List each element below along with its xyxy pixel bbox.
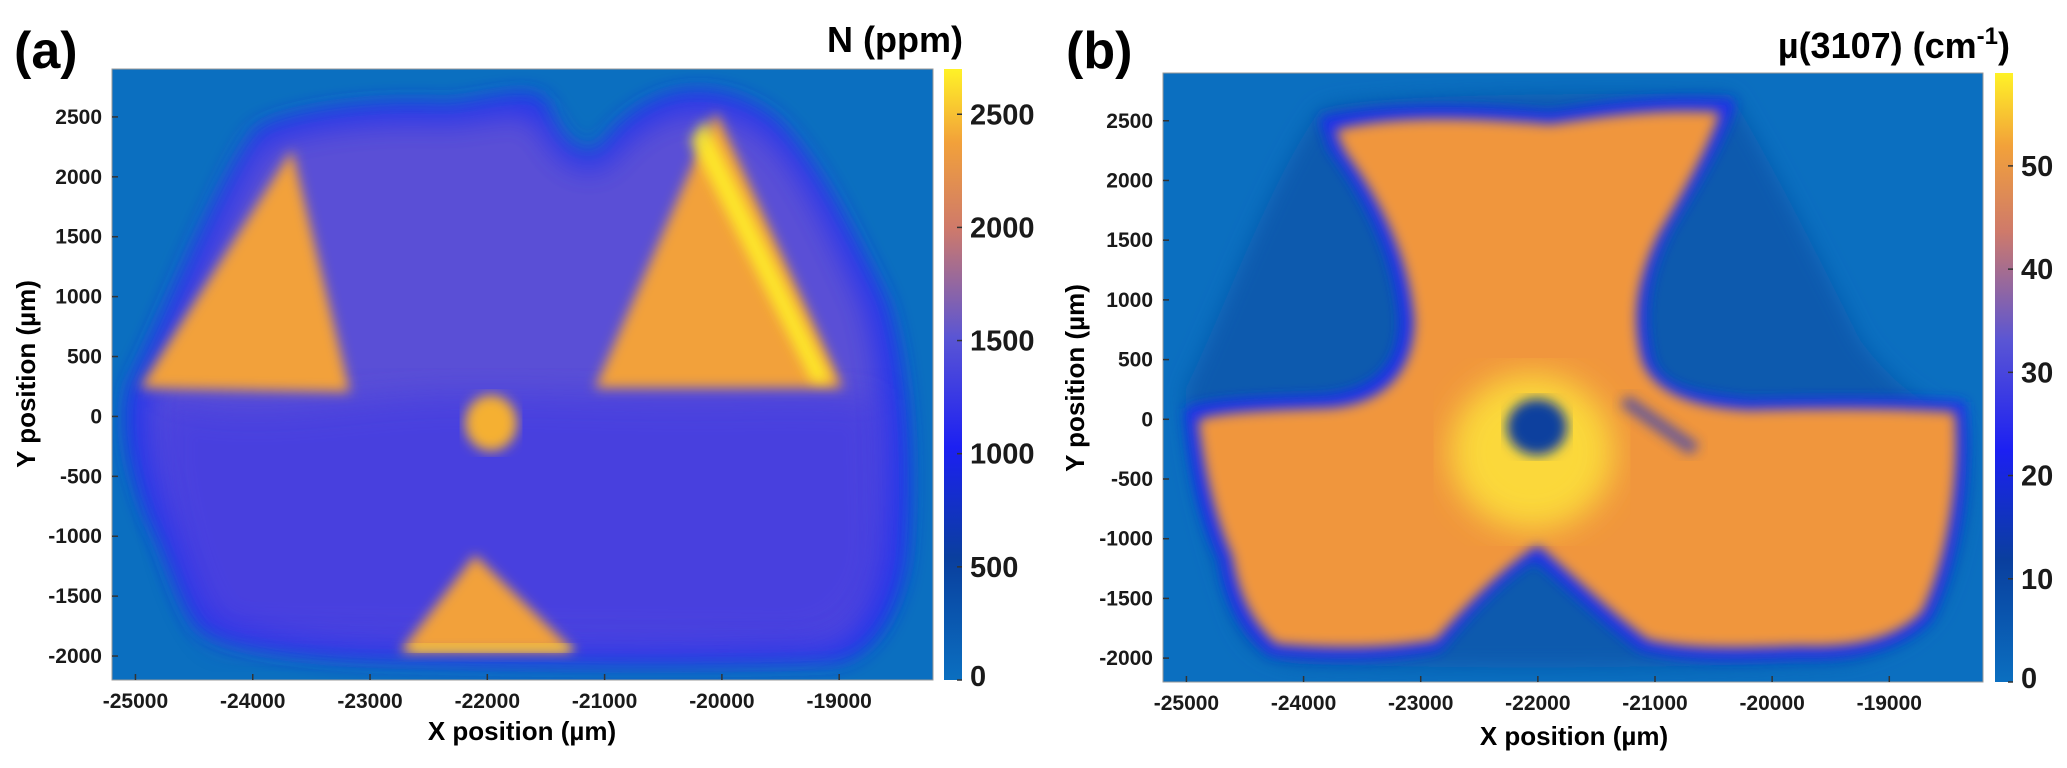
panel-a-y-tick-label: 2000 — [55, 166, 102, 189]
panel-b-x-label: X position (µm) — [1480, 721, 1668, 751]
panel-a-bottom-sector — [400, 555, 575, 652]
panel-a-y-axis: 2500 2000 1500 1000 500 0 -500 -1000 -1500 -2000 — [48, 106, 118, 668]
panel-a-colorbar — [944, 69, 962, 680]
panel-a-heatmap — [112, 69, 933, 680]
panel-b-label: (b) — [1066, 22, 1132, 80]
panel-b-colorbar-tick-label: 50 — [2021, 151, 2053, 183]
panel-a-x-tick-label: -25000 — [103, 690, 168, 713]
panel-b-x-tick-label: -21000 — [1622, 692, 1687, 715]
panel-a-y-tick-label: -1000 — [48, 525, 102, 548]
panel-b-x-tick-label: -24000 — [1271, 692, 1336, 715]
panel-b-y-axis: 2500 2000 1500 1000 500 0 -500 -1000 -1500 -2000 — [1099, 110, 1169, 670]
panel-a-bright-streak — [690, 120, 832, 382]
panel-a-colorbar-tick-label: 2000 — [970, 212, 1035, 244]
panel-a-x-tick-label: -23000 — [337, 690, 402, 713]
panel-b-frame — [1162, 72, 1984, 683]
panel-a-x-tick-label: -20000 — [689, 690, 754, 713]
panel-a-frame — [111, 68, 934, 681]
panel-b-y-label: Y position (µm) — [1060, 284, 1090, 472]
panel-b-x-tick-label: -23000 — [1388, 692, 1453, 715]
panel-b-y-tick-label: 0 — [1141, 408, 1153, 431]
panel-a-colorbar-tick-label: 1000 — [970, 439, 1035, 471]
panel-b-upper-and-lower-lobes — [1198, 111, 1957, 648]
panel-a-lower-half — [160, 393, 884, 646]
panel-b-central-hole — [1507, 399, 1567, 455]
panel-b-x-axis: -25000 -24000 -23000 -22000 -21000 -20000 -190… — [1154, 676, 1922, 715]
panel-a-x-tick-label: -21000 — [572, 690, 637, 713]
panel-b-colorbar-tick-label: 40 — [2021, 254, 2053, 286]
panel-a-bottom-edge — [410, 644, 570, 652]
panel-b: (b) µ(3107) (cm-1) -25000 -24000 -23000 -22… — [1060, 22, 2053, 751]
panel-b-x-tick-label: -19000 — [1857, 692, 1922, 715]
panel-a-label: (a) — [14, 22, 78, 80]
panel-a-x-axis: -25000 -24000 -23000 -22000 -21000 -20000 -190… — [103, 674, 872, 713]
panel-a-y-tick-label: -1500 — [48, 585, 102, 608]
panel-b-y-tick-label: -1000 — [1099, 528, 1153, 551]
panel-b-colorbar-title: µ(3107) (cm-1) — [1778, 23, 2010, 66]
panel-b-colorbar-tick-label: 10 — [2021, 564, 2053, 596]
panel-a-x-tick-label: -22000 — [455, 690, 520, 713]
panel-b-colorbar-tick-label: 30 — [2021, 357, 2053, 389]
panel-b-y-tick-label: 1000 — [1106, 289, 1153, 312]
panel-b-colorbar-tick-label: 20 — [2021, 461, 2053, 493]
panel-b-y-tick-label: 1500 — [1106, 229, 1153, 252]
panel-a-central-spot — [465, 395, 517, 451]
panel-a-x-tick-label: -19000 — [806, 690, 871, 713]
panel-a-y-label: Y position (µm) — [11, 280, 41, 468]
panel-a-colorbar-ticks: 2500 2000 1500 1000 500 0 — [957, 99, 1035, 693]
panel-a-x-tick-label: -24000 — [220, 690, 285, 713]
panel-a-y-tick-label: -500 — [60, 465, 102, 488]
panel-b-y-tick-label: 2500 — [1106, 110, 1153, 133]
panel-a-y-tick-label: 500 — [67, 346, 102, 369]
panel-b-y-tick-label: 500 — [1118, 349, 1153, 372]
panel-b-x-tick-label: -25000 — [1154, 692, 1219, 715]
panel-b-dark-streak — [1620, 395, 1700, 455]
panel-a-x-label: X position (µm) — [428, 716, 616, 746]
panel-a-y-tick-label: 1000 — [55, 286, 102, 309]
panel-a-left-sector — [140, 150, 350, 392]
panel-b-colorbar-ticks: 50 40 30 20 10 0 — [2008, 151, 2053, 695]
panel-b-x-tick-label: -22000 — [1505, 692, 1570, 715]
panel-a-colorbar-tick-label: 0 — [970, 661, 986, 693]
panel-a-y-tick-label: 1500 — [55, 226, 102, 249]
panel-a-y-tick-label: -2000 — [48, 645, 102, 668]
panel-b-y-tick-label: -500 — [1111, 468, 1153, 491]
panel-b-colorbar-tick-label: 0 — [2021, 663, 2037, 695]
panel-a-y-tick-label: 0 — [90, 405, 102, 428]
panel-b-x-tick-label: -20000 — [1739, 692, 1804, 715]
panel-a-colorbar-tick-label: 500 — [970, 552, 1018, 584]
panel-b-colorbar — [1995, 73, 2013, 682]
panel-a-colorbar-tick-label: 1500 — [970, 326, 1035, 358]
panel-a-colorbar-tick-label: 2500 — [970, 99, 1035, 131]
panel-b-y-tick-label: -2000 — [1099, 647, 1153, 670]
panel-a-colorbar-title: N (ppm) — [827, 19, 963, 60]
panel-a: (a) N (ppm) -25000 -24000 -23000 -22000 -210… — [11, 19, 1035, 746]
panel-a-y-tick-label: 2500 — [55, 106, 102, 129]
panel-b-y-tick-label: -1500 — [1099, 587, 1153, 610]
panel-b-y-tick-label: 2000 — [1106, 169, 1153, 192]
panel-b-heatmap — [1163, 73, 1983, 682]
